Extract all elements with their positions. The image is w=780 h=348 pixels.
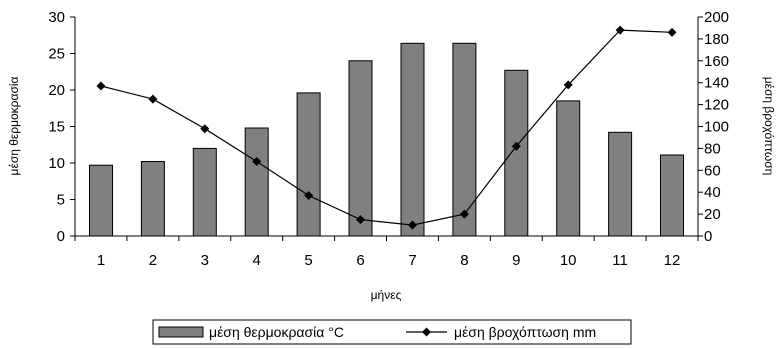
y-tick-label: 15 bbox=[48, 119, 65, 136]
bar-month-12 bbox=[660, 154, 684, 237]
bar-month-6 bbox=[348, 60, 373, 237]
rainfall-point-5 bbox=[304, 190, 314, 200]
y2-tick-label: 40 bbox=[704, 184, 721, 201]
x-tick-label: 10 bbox=[560, 252, 577, 269]
y2-tick-label: 180 bbox=[704, 31, 729, 48]
y2-tick-label: 0 bbox=[704, 228, 712, 245]
y-tick-label: 10 bbox=[48, 155, 65, 172]
bar-month-8 bbox=[452, 42, 477, 237]
y2-tick-label: 120 bbox=[704, 97, 729, 114]
bar-month-4 bbox=[244, 127, 269, 237]
rainfall-point-9 bbox=[511, 141, 521, 151]
bar-series bbox=[89, 42, 684, 237]
y-tick-label: 25 bbox=[48, 46, 65, 63]
x-tick-label: 2 bbox=[149, 252, 157, 269]
bar-month-9 bbox=[504, 69, 529, 237]
bar-month-3 bbox=[192, 147, 217, 237]
x-axis-title: μήνες bbox=[371, 288, 402, 302]
rainfall-point-6 bbox=[356, 215, 366, 225]
x-tick-label: 1 bbox=[97, 252, 105, 269]
legend-diamond-marker bbox=[422, 327, 431, 337]
rainfall-point-10 bbox=[563, 80, 573, 90]
bar-month-1 bbox=[89, 164, 113, 237]
y2-tick-label: 200 bbox=[704, 9, 729, 26]
rainfall-point-8 bbox=[459, 209, 469, 219]
y-tick-label: 5 bbox=[57, 192, 65, 209]
bar-month-2 bbox=[140, 161, 165, 237]
y2-tick-label: 160 bbox=[704, 53, 729, 70]
rainfall-point-1 bbox=[96, 81, 106, 91]
legend-label-line: μέση βροχόπτωση mm bbox=[454, 324, 596, 340]
rainfall-line bbox=[100, 29, 673, 226]
y-axis-left-ticks: 0 5 10 15 20 25 30 bbox=[48, 9, 75, 245]
rainfall-point-7 bbox=[407, 220, 417, 230]
y-axis-right-title: μέση βροχόπτωση bbox=[762, 77, 776, 176]
x-tick-label: 11 bbox=[612, 252, 628, 269]
y-tick-label: 0 bbox=[57, 228, 65, 245]
x-tick-label: 9 bbox=[512, 252, 520, 269]
x-tick-label: 12 bbox=[664, 252, 681, 269]
legend: μέση θερμοκρασία °C μέση βροχόπτωση mm bbox=[152, 319, 632, 345]
x-tick-label: 5 bbox=[304, 252, 312, 269]
legend-label-bars: μέση θερμοκρασία °C bbox=[209, 324, 344, 340]
bar-month-11 bbox=[608, 131, 633, 237]
y-axis-left-title: μέση θερμοκρασία bbox=[7, 76, 21, 175]
y2-tick-label: 100 bbox=[704, 119, 729, 136]
x-axis-ticks: 1 2 3 4 5 6 7 8 9 10 11 12 bbox=[74, 236, 699, 269]
rainfall-point-3 bbox=[200, 124, 210, 134]
rainfall-point-11 bbox=[615, 25, 625, 35]
x-tick-label: 4 bbox=[253, 252, 261, 269]
x-tick-label: 7 bbox=[408, 252, 416, 269]
line-series bbox=[96, 25, 677, 230]
x-tick-label: 8 bbox=[460, 252, 468, 269]
rainfall-point-4 bbox=[252, 157, 262, 167]
y2-tick-label: 60 bbox=[704, 162, 721, 179]
y2-tick-label: 80 bbox=[704, 140, 721, 157]
bar-month-7 bbox=[400, 42, 425, 237]
y-tick-label: 30 bbox=[48, 9, 65, 26]
y-axis-right-ticks: 0 20 40 60 80 100 120 140 160 180 200 bbox=[698, 9, 729, 245]
rainfall-point-12 bbox=[667, 27, 677, 37]
y2-tick-label: 20 bbox=[704, 206, 721, 223]
legend-bar-swatch bbox=[158, 326, 204, 338]
x-tick-label: 6 bbox=[356, 252, 364, 269]
bar-month-5 bbox=[296, 92, 321, 237]
y-tick-label: 20 bbox=[48, 82, 65, 99]
legend-frame bbox=[152, 319, 632, 345]
y2-tick-label: 140 bbox=[704, 75, 729, 92]
bar-month-10 bbox=[556, 100, 581, 237]
rainfall-point-2 bbox=[148, 94, 158, 104]
x-tick-label: 3 bbox=[201, 252, 209, 269]
